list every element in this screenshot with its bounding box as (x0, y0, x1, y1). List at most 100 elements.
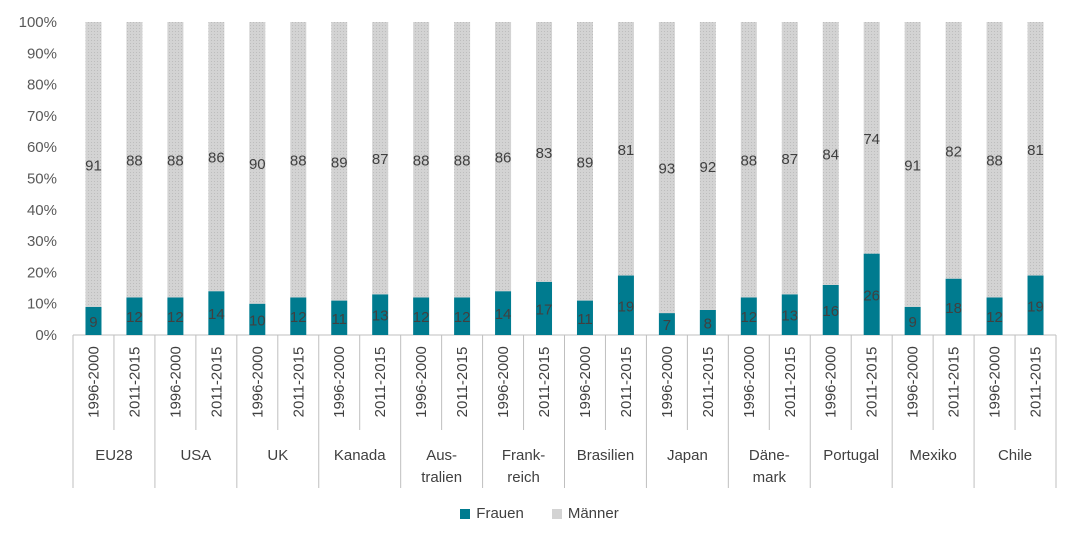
bar-maenner (167, 22, 184, 298)
group-label: tralien (421, 469, 462, 486)
bar-maenner (863, 22, 880, 254)
period-label: 2011-2015 (290, 347, 307, 418)
group-label: Mexiko (909, 447, 957, 464)
group-label: USA (180, 447, 211, 464)
data-label-frauen: 18 (945, 300, 962, 317)
group-label: Kanada (334, 447, 386, 464)
data-label-frauen: 8 (704, 315, 712, 332)
bar-maenner (413, 22, 430, 298)
bar-maenner (904, 22, 921, 307)
y-tick-label: 90% (27, 45, 57, 62)
data-label-frauen: 14 (495, 306, 512, 323)
period-label: 1996-2000 (249, 346, 266, 418)
data-label-frauen: 19 (618, 298, 635, 315)
data-label-frauen: 13 (372, 308, 389, 325)
bar-frauen (617, 275, 634, 335)
data-label-maenner: 87 (372, 151, 389, 168)
period-label: 1996-2000 (495, 346, 512, 418)
y-tick-label: 20% (27, 264, 57, 281)
bar-frauen (167, 297, 184, 335)
period-label: 2011-2015 (454, 347, 471, 418)
data-label-maenner: 89 (577, 154, 594, 171)
bar-frauen (986, 297, 1003, 335)
data-label-frauen: 16 (822, 303, 839, 320)
period-label: 1996-2000 (577, 346, 594, 418)
bar-frauen (495, 291, 512, 335)
y-tick-label: 50% (27, 171, 57, 188)
data-label-frauen: 12 (413, 309, 430, 326)
legend-item-maenner: Männer (551, 505, 619, 522)
period-label: 2011-2015 (126, 347, 143, 418)
data-label-maenner: 83 (536, 145, 553, 162)
bar-maenner (331, 22, 348, 301)
data-label-maenner: 88 (126, 153, 143, 170)
period-label: 1996-2000 (413, 346, 430, 418)
bar-maenner (1027, 22, 1044, 276)
bar-frauen (372, 294, 389, 335)
legend-item-frauen: Frauen (460, 505, 524, 522)
bar-frauen (126, 297, 143, 335)
legend-label-maenner: Männer (567, 505, 619, 522)
group-label: mark (753, 469, 787, 486)
data-label-frauen: 12 (454, 309, 471, 326)
group-label: Japan (667, 447, 708, 464)
bar-frauen (699, 309, 716, 335)
data-label-frauen: 12 (740, 309, 757, 326)
bar-frauen (85, 306, 102, 335)
bar-frauen (658, 313, 675, 335)
period-label: 2011-2015 (864, 347, 881, 418)
y-tick-label: 60% (27, 139, 57, 156)
bar-frauen (822, 284, 839, 335)
data-label-maenner: 81 (618, 142, 635, 159)
period-label: 2011-2015 (946, 347, 963, 418)
data-label-maenner: 86 (495, 150, 512, 167)
period-label: 1996-2000 (741, 346, 758, 418)
bar-maenner (699, 22, 716, 310)
data-label-maenner: 88 (454, 153, 471, 170)
bar-maenner (290, 22, 307, 298)
period-label: 1996-2000 (331, 346, 348, 418)
y-tick-label: 100% (19, 14, 57, 31)
data-label-maenner: 81 (1027, 142, 1044, 159)
legend-swatch-frauen (460, 508, 471, 519)
bar-frauen (290, 297, 307, 335)
data-label-maenner: 88 (290, 153, 307, 170)
group-label: reich (507, 469, 540, 486)
bar-frauen (1027, 275, 1044, 335)
group-label: UK (267, 447, 288, 464)
data-label-maenner: 90 (249, 156, 266, 173)
data-label-frauen: 9 (89, 314, 97, 331)
bar-maenner (249, 22, 266, 304)
data-label-maenner: 92 (700, 159, 717, 176)
period-label: 2011-2015 (700, 347, 717, 418)
group-label: Brasilien (577, 447, 635, 464)
group-label: Däne- (749, 447, 790, 464)
group-label: EU28 (95, 447, 133, 464)
bar-maenner (208, 22, 225, 292)
data-label-maenner: 82 (945, 143, 962, 160)
bar-maenner (945, 22, 962, 279)
data-label-frauen: 7 (663, 317, 671, 334)
data-label-maenner: 88 (986, 153, 1003, 170)
data-label-maenner: 93 (659, 161, 676, 178)
group-label: Frank- (502, 447, 545, 464)
bar-maenner (781, 22, 798, 295)
data-label-frauen: 12 (986, 309, 1003, 326)
period-label: 1996-2000 (659, 346, 676, 418)
group-label: Chile (998, 447, 1032, 464)
bar-frauen (208, 291, 225, 335)
bar-frauen (249, 303, 266, 335)
data-label-frauen: 12 (167, 309, 184, 326)
bar-maenner (536, 22, 553, 282)
data-label-maenner: 84 (822, 146, 839, 163)
bar-frauen (413, 297, 430, 335)
bar-maenner (617, 22, 634, 276)
data-label-maenner: 86 (208, 150, 225, 167)
bar-maenner (372, 22, 389, 295)
bar-frauen (576, 300, 593, 335)
data-label-frauen: 10 (249, 312, 266, 329)
bar-maenner (740, 22, 757, 298)
stacked-bar-chart: 0% 10% 20% 30% 40% 50% 60% 70% 80% 90% 100% 9 91 1996… (19, 14, 1057, 488)
period-label: 2011-2015 (372, 347, 389, 418)
